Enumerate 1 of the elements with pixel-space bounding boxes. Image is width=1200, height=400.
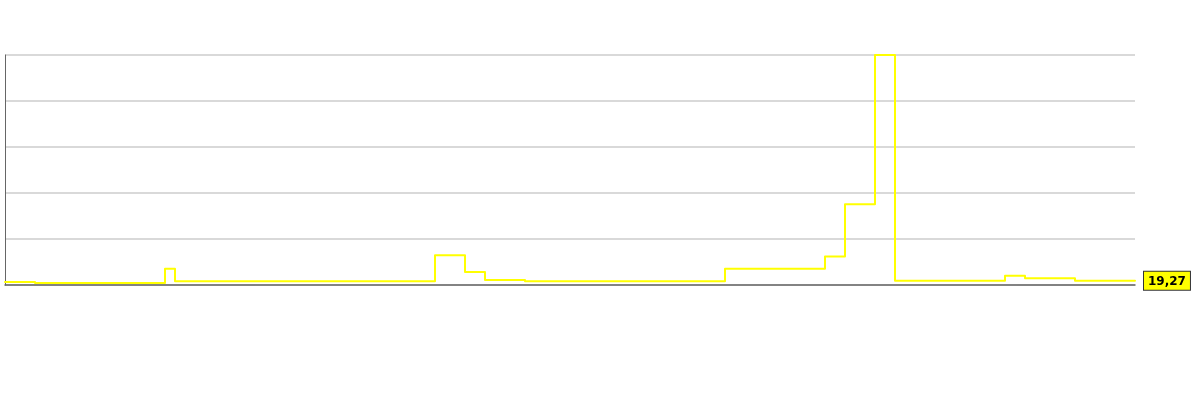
text: 19,27 xyxy=(1148,273,1186,288)
